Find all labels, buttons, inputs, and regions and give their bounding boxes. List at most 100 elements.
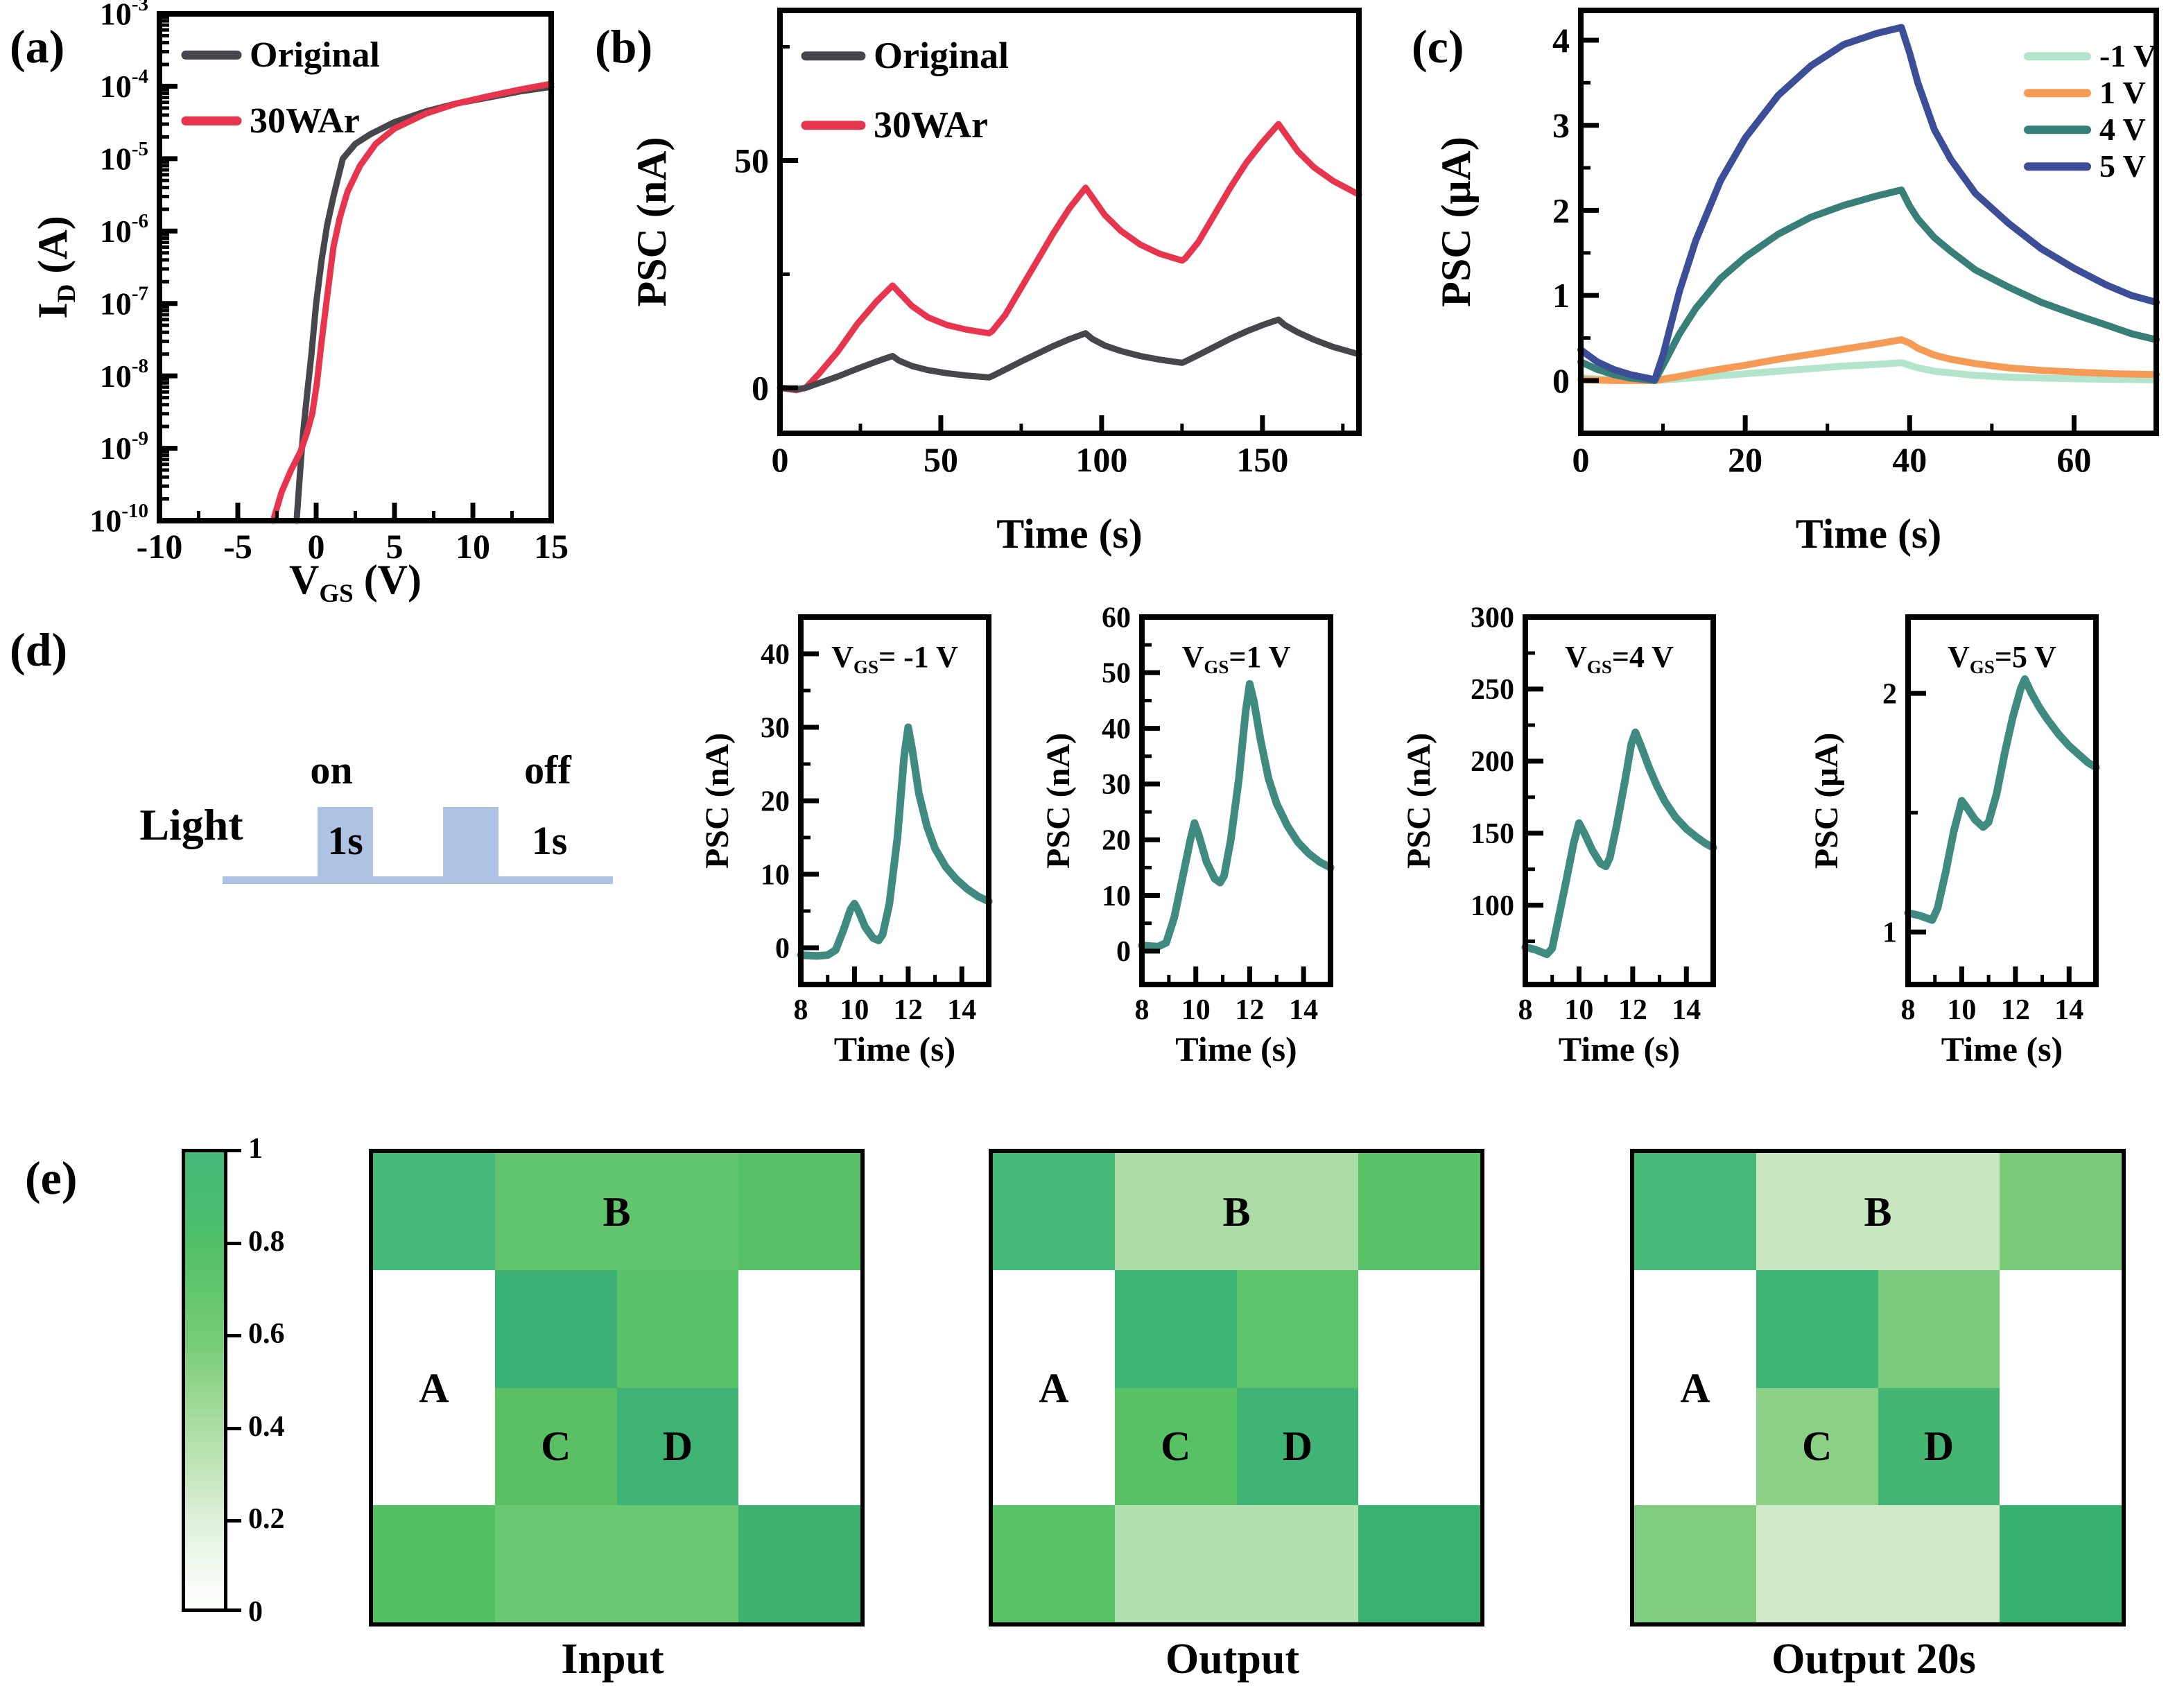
legend-label: 30WAr xyxy=(874,104,988,146)
x-tick-label: 150 xyxy=(1236,440,1288,479)
legend-label: Original xyxy=(250,35,380,75)
heatmap-cell-r2c3 xyxy=(616,1270,739,1388)
heatmap-cell-r2c1 xyxy=(373,1270,495,1388)
plot-frame xyxy=(1139,614,1333,987)
y-axis-label: PSC (μA) xyxy=(1808,733,1845,869)
y-tick-label: 3 xyxy=(1552,106,1570,145)
x-tick-label: 8 xyxy=(1901,994,1916,1026)
pulse-baseline xyxy=(223,876,613,884)
heatmap-cell-r3c3 xyxy=(1878,1387,2000,1505)
y-axis-label: PSC (nA) xyxy=(1401,733,1437,869)
heatmap-cell-r1c2 xyxy=(494,1153,617,1271)
y-tick-label: 200 xyxy=(1471,746,1514,778)
plot-title: VGS=4 V xyxy=(1565,640,1674,677)
heatmap-region-label-d: D xyxy=(662,1423,693,1470)
x-axis-label: Time (s) xyxy=(996,511,1143,557)
x-axis-label: Time (s) xyxy=(1796,511,1942,557)
heatmap-cell-r4c2 xyxy=(494,1504,617,1622)
x-tick-label: 14 xyxy=(2054,994,2083,1026)
x-tick-label: 50 xyxy=(924,440,958,479)
y-axis-label: ID (A) xyxy=(30,216,81,318)
panel-label-c: (c) xyxy=(1412,20,1464,73)
pulse-off-label: off xyxy=(524,747,571,792)
heatmap-cell-r2c3 xyxy=(1236,1270,1359,1388)
panel-label-b: (b) xyxy=(595,20,653,73)
x-axis-label: Time (s) xyxy=(834,1030,955,1068)
y-tick-label: 10 xyxy=(1102,881,1131,912)
x-tick-label: 8 xyxy=(1135,994,1150,1026)
colorbar-tick-label: 0.8 xyxy=(248,1225,285,1258)
x-tick-label: 20 xyxy=(1728,440,1762,479)
heatmap-cell-r4c3 xyxy=(616,1504,739,1622)
y-tick-label: 0 xyxy=(752,368,769,407)
heatmap-cell-r1c1 xyxy=(373,1153,495,1271)
colorbar-tick xyxy=(227,1149,241,1152)
y-tick-label: 1 xyxy=(1882,917,1897,949)
heatmap-region-label-c: C xyxy=(1801,1423,1832,1470)
y-tick-label: 40 xyxy=(761,639,790,670)
panel-label-e: (e) xyxy=(25,1152,78,1204)
heatmap-region-label-a: A xyxy=(419,1364,449,1411)
heatmap-cell-r2c1 xyxy=(993,1270,1115,1388)
chart-psc-vgs-m1v: 8 10 12 14 0 10 20 30 40 Time (s) PSC (nA) VGS= -1 … xyxy=(699,614,993,1068)
x-axis-label: Time (s) xyxy=(1175,1030,1297,1068)
heatmap-cell-r4c1 xyxy=(1634,1504,1756,1622)
legend-label: -1 V xyxy=(2099,38,2156,73)
plot-frame xyxy=(777,8,1362,436)
heatmap-cell-r3c1 xyxy=(1634,1387,1756,1505)
colorbar-tick-label: 0.4 xyxy=(248,1410,285,1443)
x-tick-label: 14 xyxy=(1289,994,1318,1026)
y-tick-label: 20 xyxy=(761,786,790,817)
chart-psc-comparison: 0 50 100 150 0 50 Time (s) PSC (nA) Original 30WA… xyxy=(629,8,1362,557)
y-tick-label: 150 xyxy=(1471,818,1514,850)
heatmap-cell-r3c3 xyxy=(616,1387,739,1505)
heatmap-cell-r1c3 xyxy=(1878,1153,2000,1271)
y-tick-label: 2 xyxy=(1882,678,1897,710)
plot-title: VGS=5 V xyxy=(1948,640,2056,677)
x-tick-label: 15 xyxy=(534,527,569,566)
chart-transfer-curve: -10 -5 0 5 10 15 10-3 10-4 10-5 10-6 10-7 10-8 10-9 1… xyxy=(30,0,569,608)
x-tick-label: -5 xyxy=(223,527,252,566)
heatmap-region-label-d: D xyxy=(1282,1423,1313,1470)
y-tick-label: 20 xyxy=(1102,824,1131,856)
heatmap-cell-r4c3 xyxy=(1878,1504,2000,1622)
heatmap-cell-r4c3 xyxy=(1236,1504,1359,1622)
colorbar-gradient xyxy=(182,1149,227,1612)
y-tick-label: 4 xyxy=(1552,21,1570,60)
x-tick-label: 5 xyxy=(386,527,404,566)
heatmap-cell-r1c2 xyxy=(1114,1153,1237,1271)
plot-frame xyxy=(1905,614,2099,987)
y-tick-label: 10-8 xyxy=(100,355,148,394)
heatmap-region-label-b: B xyxy=(1864,1188,1892,1235)
heatmap-cell-r1c2 xyxy=(1756,1153,1878,1271)
heatmap-cell-r3c4 xyxy=(1358,1387,1480,1505)
heatmap-region-label-c: C xyxy=(540,1423,571,1470)
pulse-on-label: on xyxy=(310,747,353,792)
x-tick-label: 10 xyxy=(1947,994,1976,1026)
series-psc xyxy=(1138,679,1335,951)
series-5-v xyxy=(1577,24,2160,383)
heatmap-cell-r3c1 xyxy=(373,1387,495,1505)
plot-title: VGS= -1 V xyxy=(831,640,958,677)
y-tick-label: 50 xyxy=(1102,658,1131,690)
x-tick-label: 40 xyxy=(1892,440,1927,479)
x-tick-label: 8 xyxy=(1518,994,1533,1026)
y-tick-label: 0 xyxy=(1116,936,1131,968)
y-tick-label: 10-9 xyxy=(100,428,148,467)
y-axis-label: PSC (nA) xyxy=(629,137,675,306)
x-tick-label: 12 xyxy=(1235,994,1264,1026)
heatmap-cell-r4c1 xyxy=(993,1504,1115,1622)
heatmap-cell-r4c2 xyxy=(1756,1504,1878,1622)
colorbar-tick-label: 1 xyxy=(248,1133,263,1165)
pulse1-duration: 1s xyxy=(327,818,363,863)
colorbar-tick xyxy=(227,1334,241,1338)
heatmap-cell-r3c1 xyxy=(993,1387,1115,1505)
plot-frame xyxy=(1578,8,2159,436)
y-tick-label: 10 xyxy=(761,859,790,891)
x-tick-label: 10 xyxy=(840,994,869,1026)
series-original xyxy=(777,316,1362,392)
heatmap-cell-r3c4 xyxy=(2000,1387,2122,1505)
y-axis-label: PSC (nA) xyxy=(1040,733,1077,869)
